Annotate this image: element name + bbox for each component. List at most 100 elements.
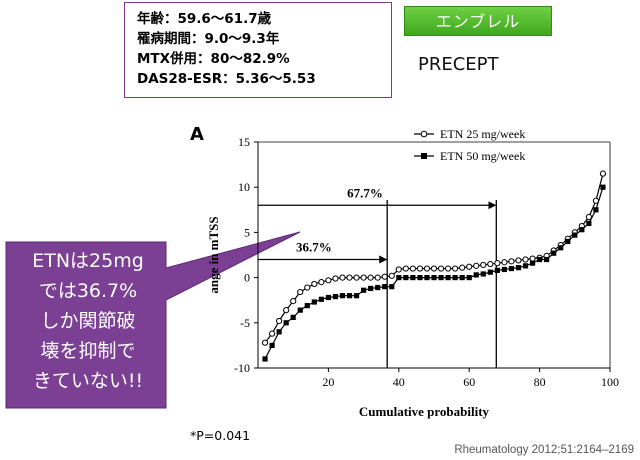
y-tick-label: 15	[238, 135, 250, 149]
etn50-point	[290, 314, 296, 320]
etn25-point	[290, 298, 297, 305]
etn50-point	[572, 232, 578, 238]
etn50-point	[332, 293, 339, 300]
etn50-point	[325, 294, 331, 301]
etn25-point	[283, 307, 290, 314]
etn25-point	[522, 256, 529, 263]
y-tick-label: -10	[234, 361, 250, 375]
callout-line-3: しか関節破	[40, 310, 136, 332]
etn50-point	[417, 275, 423, 281]
etn25-point	[402, 265, 409, 272]
drug-badge: エンブレル	[404, 6, 552, 36]
series-etn25-line	[264, 173, 604, 344]
etn25-point	[261, 339, 269, 346]
etn50-point	[262, 356, 268, 362]
etn25-point	[367, 274, 374, 281]
etn25-point	[332, 275, 339, 282]
etn25-point	[297, 288, 304, 296]
etn25-point	[360, 274, 367, 281]
x-axis-label: Cumulative probability	[359, 404, 490, 419]
etn50-point	[579, 227, 585, 233]
callout-line-5: きていない!!	[32, 370, 144, 392]
etn25-point	[494, 260, 501, 267]
callout-line-2: では36.7%	[38, 280, 138, 302]
etn25-point	[430, 265, 438, 272]
etn50-point	[522, 263, 529, 269]
etn25-point	[423, 265, 431, 272]
etn50-point	[586, 220, 592, 226]
etn25-point	[325, 277, 332, 284]
etn25-point	[311, 280, 318, 288]
etn25-point	[501, 259, 508, 266]
etn25-point	[480, 261, 487, 269]
etn25-point	[353, 274, 360, 281]
etn25-point	[395, 266, 402, 273]
etn50-point	[515, 265, 522, 271]
annotation-label: 67.7%	[347, 185, 383, 200]
etn50-point	[558, 245, 564, 251]
etn25-point	[374, 274, 381, 281]
y-tick-label: 10	[238, 180, 250, 194]
legend-label-etn25: ETN 25 mg/week	[440, 127, 525, 141]
etn50-point	[269, 342, 275, 348]
etn50-point	[494, 267, 500, 273]
x-tick-label: 20	[322, 375, 334, 389]
etn50-point	[389, 284, 395, 290]
x-tick-label: 60	[463, 375, 475, 389]
etn25-point	[487, 260, 494, 268]
y-axis-label: ange in mTSS	[206, 216, 221, 293]
etn50-point	[276, 329, 282, 335]
etn25-point	[381, 273, 388, 280]
x-tick-label: 40	[393, 375, 405, 389]
citation: Rheumatology 2012;51:2164–2169	[454, 444, 634, 456]
etn25-point	[437, 265, 445, 272]
etn25-point	[268, 330, 276, 337]
info-das28: DAS28-ESR：5.36〜5.53	[137, 71, 316, 87]
etn50-point	[424, 275, 430, 281]
etn25-point	[585, 213, 592, 221]
etn50-point	[283, 320, 289, 326]
etn50-point	[445, 275, 451, 281]
etn50-point	[508, 265, 515, 272]
series-etn50-line	[264, 187, 604, 360]
x-tick-label: 100	[601, 375, 619, 389]
etn50-point	[438, 275, 444, 281]
etn25-point	[599, 170, 607, 177]
etn50-point	[487, 269, 493, 275]
etn25-point	[276, 317, 283, 325]
etn25-point	[515, 257, 522, 264]
etn50-point	[410, 275, 416, 281]
p-value-footnote: *P=0.041	[190, 428, 251, 443]
etn25-point	[339, 274, 346, 281]
callout-line-1: ETNは25mg	[32, 250, 144, 272]
patient-characteristics-box: 年齢：59.6〜61.7歳 罹病期間：9.0〜9.3年 MTX併用：80〜82.…	[124, 2, 392, 98]
annotation-label: 36.7%	[296, 240, 332, 255]
etn50-point	[304, 303, 310, 309]
info-disease-duration: 罹病期間：9.0〜9.3年	[137, 31, 280, 47]
callout-text: ETNは25mg では36.7% しか関節破 壊を抑制で きていない!!	[12, 246, 164, 396]
etn50-point	[565, 238, 571, 245]
etn50-point	[375, 284, 381, 291]
etn50-point	[537, 256, 543, 263]
study-name: PRECEPT	[418, 54, 499, 75]
etn50-point	[361, 287, 367, 293]
etn25-point	[318, 279, 325, 286]
etn25-point	[452, 265, 459, 272]
etn50-point	[551, 250, 557, 256]
etn50-point	[311, 299, 317, 305]
etn25-point	[416, 265, 424, 272]
callout-bubble	[5, 231, 301, 409]
etn25-point	[459, 264, 466, 271]
etn50-point	[501, 266, 507, 273]
legend-marker-open-circle	[420, 130, 428, 138]
etn50-point	[593, 207, 599, 213]
etn25-point	[508, 258, 515, 265]
etn50-point	[529, 260, 536, 266]
etn25-point	[409, 265, 416, 272]
etn25-point	[529, 255, 536, 262]
etn25-point	[466, 263, 473, 270]
etn50-point	[466, 275, 472, 281]
cumulative-probability-chart: -10 -5 0 5 10 15 20 40 60 80 100 Cumulative probabi…	[5, 124, 619, 419]
etn50-point	[480, 271, 486, 277]
etn25-point	[444, 265, 452, 272]
